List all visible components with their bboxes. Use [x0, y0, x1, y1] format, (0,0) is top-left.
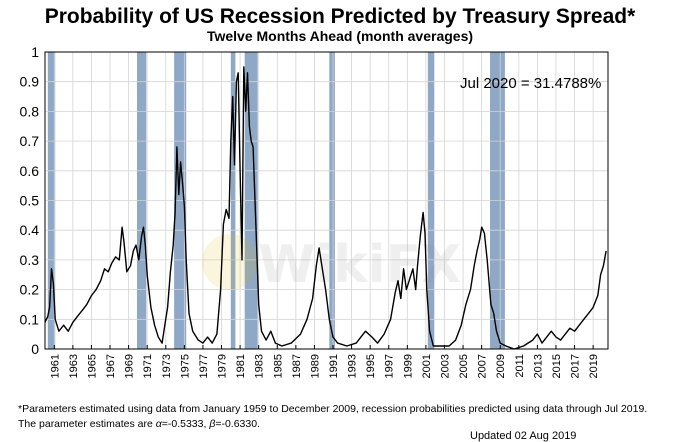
x-tick-label: 1967 [105, 354, 117, 378]
y-axis: 0 0.1 0.2 0.3 0.4 0.5 0.6 0.7 0.8 0.9 1 [20, 44, 40, 357]
alpha-symbol: α [155, 418, 162, 430]
x-tick-label: 1987 [291, 354, 303, 378]
x-tick-label: 1989 [309, 354, 321, 378]
footnote-parameters: *Parameters estimated using data from Ja… [18, 403, 648, 415]
plot-frame [44, 51, 609, 350]
y-tick-label: 0.2 [20, 282, 40, 298]
x-tick-label: 1975 [179, 354, 191, 378]
x-tick-label: 1965 [86, 354, 98, 378]
x-tick-label: 1961 [49, 354, 61, 378]
y-tick-label: 0.9 [20, 74, 40, 90]
x-tick-label: 2009 [495, 354, 507, 378]
watermark-text: WikiFX [258, 235, 461, 295]
watermark-emblem [202, 234, 258, 290]
y-tick-label: 0.3 [20, 252, 40, 268]
x-tick-label: 1997 [384, 354, 396, 378]
x-tick-label: 2007 [477, 354, 489, 378]
series-line [44, 66, 607, 350]
x-tick-label: 2013 [532, 354, 544, 378]
chart-title: Probability of US Recession Predicted by… [44, 5, 636, 28]
footnote-estimates-prefix: The parameter estimates are [18, 418, 156, 430]
x-tick-label: 1995 [365, 354, 377, 378]
recession-probability-chart: WikiFX 0 0.1 0.2 0.3 0.4 0.5 0.6 0.7 0.8 0.9 1 196… [20, 44, 609, 378]
x-tick-label: 1993 [347, 354, 359, 378]
x-tick-label: 2003 [439, 354, 451, 378]
x-tick-label: 1991 [328, 354, 340, 378]
y-tick-label: 0 [31, 341, 39, 357]
beta-symbol: β [209, 418, 216, 430]
latest-value-annotation: Jul 2020 = 31.4788% [460, 75, 601, 92]
x-tick-label: 1977 [198, 354, 210, 378]
y-tick-label: 0.7 [20, 133, 40, 149]
x-tick-label: 2015 [551, 354, 563, 378]
x-axis: 1961 1963 1965 1967 1969 1971 1973 1975 1977 1979… [49, 345, 600, 378]
chart-subtitle: Twelve Months Ahead (month averages) [206, 28, 474, 44]
probability-series [44, 66, 607, 350]
x-tick-label: 2011 [514, 354, 526, 378]
x-tick-label: 1963 [68, 354, 80, 378]
y-tick-label: 0.8 [20, 103, 40, 119]
watermark-logo: WikiFX [202, 234, 461, 295]
y-tick-label: 0.5 [20, 193, 40, 209]
x-tick-label: 2005 [458, 354, 470, 378]
x-tick-label: 1981 [235, 354, 247, 378]
x-tick-label: 1969 [124, 354, 136, 378]
y-tick-label: 1 [31, 44, 39, 60]
x-tick-label: 1985 [272, 354, 284, 378]
updated-date: Updated 02 Aug 2019 [470, 430, 577, 442]
x-tick-label: 1973 [161, 354, 173, 378]
y-tick-label: 0.1 [20, 311, 40, 327]
y-tick-label: 0.6 [20, 163, 40, 179]
beta-value: =-0.6330. [215, 418, 260, 430]
alpha-value: =-0.5333, [161, 418, 210, 430]
footnote-estimates: The parameter estimates are α=-0.5333, β… [18, 418, 260, 430]
x-tick-label: 1983 [254, 354, 266, 378]
chart-grid [45, 51, 608, 350]
x-tick-label: 2017 [570, 354, 582, 378]
x-tick-label: 1971 [142, 354, 154, 378]
x-tick-label: 2019 [588, 354, 600, 378]
x-tick-label: 1999 [402, 354, 414, 378]
x-tick-label: 1979 [217, 354, 229, 378]
x-tick-label: 2001 [421, 354, 433, 378]
y-tick-label: 0.4 [20, 222, 40, 238]
